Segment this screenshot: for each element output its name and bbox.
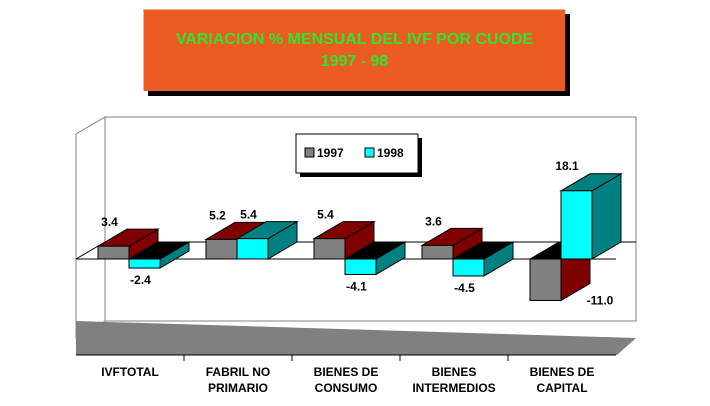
bar-front [560, 190, 593, 260]
legend: 1997 1998 [295, 133, 422, 177]
data-label: -4.5 [454, 281, 475, 295]
x-axis: IVFTOTAL FABRIL NO PRIMARIO BIENES DE CONSUM… [76, 354, 616, 395]
category-label: FABRIL NO [206, 365, 270, 379]
data-label: 5.2 [209, 208, 226, 222]
legend-swatch [364, 147, 375, 158]
title-box: VARIACION % MENSUAL DEL IVF POR CUODE 19… [143, 9, 565, 91]
category-label: CAPITAL [536, 381, 587, 395]
bar-front [344, 258, 377, 275]
floor-top [76, 338, 636, 355]
category-label: PRIMARIO [208, 381, 268, 395]
legend-swatch [304, 147, 315, 158]
bar [451, 241, 515, 277]
data-label: -2.4 [130, 273, 151, 287]
bar-front [205, 238, 238, 260]
bar-front [421, 244, 454, 260]
legend-label: 1997 [317, 146, 344, 160]
bar-front [452, 258, 485, 277]
legend-label: 1998 [377, 146, 404, 160]
data-label: -4.1 [346, 279, 367, 293]
data-label: 3.6 [425, 214, 442, 228]
bar [312, 220, 376, 260]
category-label: CONSUMO [315, 381, 378, 395]
legend-frame [295, 133, 419, 174]
bar-front [236, 238, 269, 260]
bar-front [97, 245, 130, 260]
bar [96, 228, 160, 260]
data-label: 3.4 [101, 215, 118, 229]
bar-front [529, 258, 562, 301]
data-label: -11.0 [587, 293, 614, 307]
data-labels: 3.4 -2.4 5.2 5.4 5.4 -4.1 3.6 -4.5 -11.0 18.1 [101, 159, 614, 308]
category-label: INTERMEDIOS [412, 381, 495, 395]
bar-front [128, 258, 161, 269]
bar-front [313, 238, 346, 260]
bar [420, 227, 484, 260]
bar [235, 220, 299, 260]
chart-title: VARIACION % MENSUAL DEL IVF POR CUODE [175, 30, 534, 48]
category-label: IVFTOTAL [101, 365, 159, 379]
bar [127, 241, 191, 269]
data-label: 18.1 [555, 159, 579, 173]
category-label: BIENES DE [530, 365, 595, 379]
data-label: 5.4 [240, 208, 257, 222]
category-label: BIENES DE [314, 365, 379, 379]
chart-subtitle: 1997 - 98 [320, 52, 389, 70]
bar [559, 172, 623, 260]
category-label: BIENES [432, 365, 477, 379]
bar [343, 241, 407, 276]
data-label: 5.4 [317, 208, 334, 222]
chart-bars [96, 172, 623, 302]
